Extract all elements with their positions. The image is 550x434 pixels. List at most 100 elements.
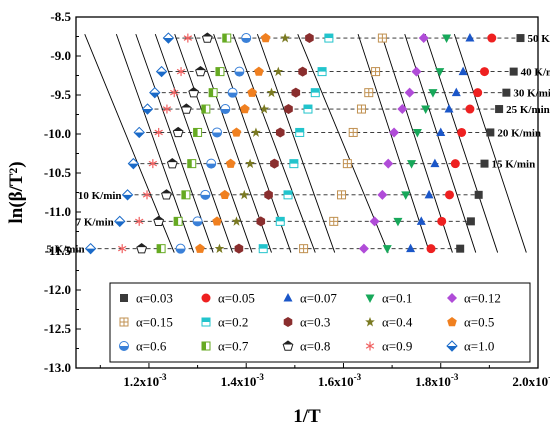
data-point [201,32,213,43]
data-point [256,216,266,227]
x-tick-label: 2.0x10-3 [512,372,550,389]
data-point [437,216,447,226]
data-point [465,104,475,114]
x-axis-title: 1/T [293,406,321,427]
data-point [430,158,440,168]
x-tick-label: 1.6x10-3 [318,372,362,389]
legend-marker [119,317,129,327]
legend-label: α=0.4 [382,315,413,330]
data-point [289,159,299,169]
legend-item: α=0.1 [365,291,412,306]
data-point [389,127,400,138]
data-point [258,244,268,254]
heating-rate-label: 5 K/min [46,244,84,256]
data-point [401,191,411,200]
legend-label: α=0.1 [382,291,412,306]
data-point [442,34,452,44]
fit-line [453,34,527,253]
data-point [181,103,192,114]
data-point [193,127,203,137]
data-point [428,89,438,98]
data-point [231,216,242,226]
data-point [480,67,490,77]
data-point [436,127,446,136]
data-point [181,190,191,200]
data-point [377,189,388,200]
data-point [457,127,467,137]
data-point [364,88,374,98]
data-point [264,189,273,200]
data-point [121,189,134,201]
data-point [127,157,140,170]
data-point [154,127,163,137]
y-tick-label: -9.0 [50,48,71,63]
data-point [239,189,250,200]
heating-rate-label: 40 K/min [521,67,550,79]
x-tick-label: 1.2x10-3 [123,372,167,389]
heating-rate-label: 30 K/min [513,88,550,100]
heating-rate-label: 20 K/min [497,127,541,139]
data-point [206,158,217,169]
data-point [195,243,205,253]
data-point [133,126,145,139]
fit-line [256,34,336,253]
heating-rate-label: 25 K/min [506,104,550,116]
x-tick-label-exponent: -3 [159,372,167,382]
data-point [187,159,197,169]
legend-label: α=0.2 [218,315,248,330]
data-point [136,243,148,254]
data-point [411,66,422,77]
data-point [118,244,127,254]
data-point [166,158,178,169]
data-point [183,33,193,43]
data-point [502,88,511,97]
x-tick-label-base: 1.6x10 [318,374,354,389]
legend-items: α=0.03 α=0.05 α=0.07 α=0.1 α=0.12 α=0.15 α=0.2… [119,291,501,354]
data-point [397,104,408,115]
heating-rate-labels: 5 K/min 7 K/min 10 K/min 15 K/min 20 K/min 25… [46,33,550,256]
legend-item: α=0.2 [201,315,248,330]
data-point [509,67,518,76]
data-point [435,68,445,77]
legend-label: α=0.9 [382,339,412,354]
data-point [231,127,242,137]
data-point [412,128,422,138]
legend-item: α=0.03 [120,291,173,306]
fit-line [297,33,389,253]
data-point [310,88,320,98]
y-tick-label: -8.5 [50,9,71,24]
legend-label: α=0.3 [300,315,330,330]
x-tick-label: 1.8x10-3 [415,372,459,389]
data-point [208,88,218,98]
data-point [234,243,244,254]
data-point [486,128,495,137]
data-point [424,189,434,199]
data-point [358,243,369,254]
data-point [284,104,293,115]
data-point [214,243,225,254]
y-tick-label: -13.0 [44,360,71,375]
legend-marker [283,317,293,327]
data-point [295,127,305,137]
x-tick-label: 1.4x10-3 [221,372,265,389]
data-point [225,158,236,168]
data-point [195,65,206,77]
data-point [247,87,257,97]
y-tick-label: -9.5 [50,87,71,102]
data-point [141,103,154,115]
data-point [188,87,200,98]
legend-item: α=0.8 [282,339,330,354]
fit-line [84,33,175,253]
data-point [84,242,97,255]
legend-marker [447,293,457,303]
data-point [416,216,426,225]
data-point [371,67,381,77]
legend-marker [201,341,211,351]
data-point [153,215,165,227]
data-point [162,32,175,44]
legend-label: α=0.07 [300,291,337,306]
data-point [377,33,387,43]
legend-label: α=0.5 [464,315,494,330]
legend-marker [365,294,375,303]
data-point [155,65,168,78]
